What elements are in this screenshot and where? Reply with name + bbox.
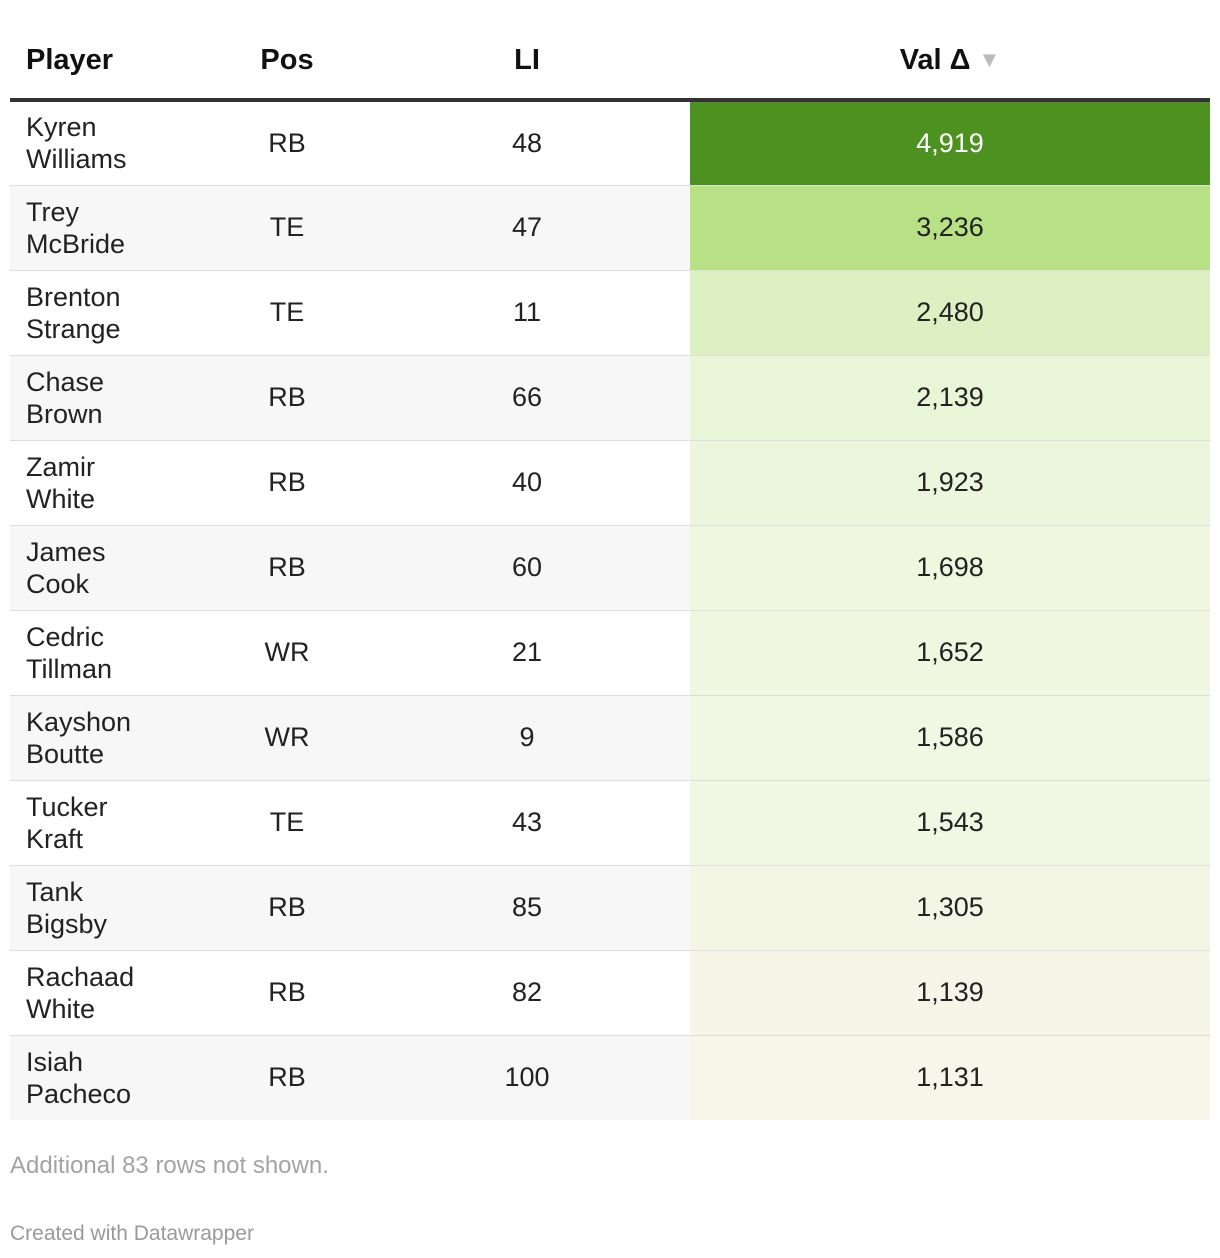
table-row: Rachaad White RB 82 1,139 bbox=[10, 950, 1210, 1036]
cell-val-delta: 2,139 bbox=[690, 355, 1210, 441]
cell-val-delta: 1,131 bbox=[690, 1035, 1210, 1120]
player-first-name: Brenton bbox=[26, 281, 121, 312]
cell-val-delta: 1,652 bbox=[690, 610, 1210, 696]
cell-li: 43 bbox=[364, 780, 690, 866]
datawrapper-table: Player Pos LI Val Δ ▼ Kyren Williams RB 48 4,… bbox=[10, 0, 1210, 1120]
column-header-player[interactable]: Player bbox=[10, 0, 210, 102]
cell-player: Chase Brown bbox=[10, 355, 210, 441]
datawrapper-credit: Created with Datawrapper bbox=[10, 1222, 254, 1245]
player-last-name: Pacheco bbox=[26, 1078, 132, 1109]
cell-val-delta: 1,139 bbox=[690, 950, 1210, 1036]
cell-li: 21 bbox=[364, 610, 690, 696]
player-last-name: Boutte bbox=[26, 738, 105, 769]
cell-pos: TE bbox=[210, 270, 364, 356]
cell-li: 85 bbox=[364, 865, 690, 951]
cell-player: Isiah Pacheco bbox=[10, 1035, 210, 1120]
cell-pos: RB bbox=[210, 1035, 364, 1120]
cell-player: Rachaad White bbox=[10, 950, 210, 1036]
cell-li: 47 bbox=[364, 185, 690, 271]
cell-val-delta: 2,480 bbox=[690, 270, 1210, 356]
table-row: Tank Bigsby RB 85 1,305 bbox=[10, 865, 1210, 951]
sort-descending-icon[interactable]: ▼ bbox=[978, 46, 1001, 72]
cell-val-delta: 1,543 bbox=[690, 780, 1210, 866]
table-row: Isiah Pacheco RB 100 1,131 bbox=[10, 1035, 1210, 1120]
cell-li: 48 bbox=[364, 100, 690, 186]
cell-player: Brenton Strange bbox=[10, 270, 210, 356]
table-body: Kyren Williams RB 48 4,919 Trey McBride TE 47 3,2… bbox=[10, 100, 1210, 1120]
cell-li: 82 bbox=[364, 950, 690, 1036]
table-row: Trey McBride TE 47 3,236 bbox=[10, 185, 1210, 271]
cell-li: 40 bbox=[364, 440, 690, 526]
player-first-name: Isiah bbox=[26, 1046, 84, 1077]
player-first-name: Kayshon bbox=[26, 706, 132, 737]
player-last-name: McBride bbox=[26, 228, 126, 259]
player-first-name: Chase bbox=[26, 366, 105, 397]
table-row: Kayshon Boutte WR 9 1,586 bbox=[10, 695, 1210, 781]
cell-pos: WR bbox=[210, 610, 364, 696]
cell-player: Cedric Tillman bbox=[10, 610, 210, 696]
table-row: Chase Brown RB 66 2,139 bbox=[10, 355, 1210, 441]
player-first-name: Kyren bbox=[26, 112, 97, 143]
cell-pos: TE bbox=[210, 185, 364, 271]
header-row: Player Pos LI Val Δ ▼ bbox=[10, 0, 1210, 102]
table-row: Kyren Williams RB 48 4,919 bbox=[10, 100, 1210, 186]
player-first-name: Zamir bbox=[26, 451, 95, 482]
player-last-name: Kraft bbox=[26, 823, 84, 854]
cell-player: Trey McBride bbox=[10, 185, 210, 271]
cell-player: James Cook bbox=[10, 525, 210, 611]
cell-player: Zamir White bbox=[10, 440, 210, 526]
player-last-name: Williams bbox=[26, 144, 127, 175]
player-last-name: White bbox=[26, 483, 96, 514]
player-last-name: White bbox=[26, 993, 96, 1024]
cell-li: 9 bbox=[364, 695, 690, 781]
cell-val-delta: 1,586 bbox=[690, 695, 1210, 781]
table-row: Cedric Tillman WR 21 1,652 bbox=[10, 610, 1210, 696]
cell-li: 11 bbox=[364, 270, 690, 356]
column-header-val-delta[interactable]: Val Δ ▼ bbox=[690, 0, 1210, 102]
players-table: Player Pos LI Val Δ ▼ Kyren Williams RB 48 4,… bbox=[10, 0, 1210, 1120]
cell-player: Tank Bigsby bbox=[10, 865, 210, 951]
cell-player: Kayshon Boutte bbox=[10, 695, 210, 781]
player-last-name: Tillman bbox=[26, 653, 113, 684]
cell-li: 66 bbox=[364, 355, 690, 441]
cell-li: 100 bbox=[364, 1035, 690, 1120]
cell-pos: RB bbox=[210, 525, 364, 611]
table-row: Zamir White RB 40 1,923 bbox=[10, 440, 1210, 526]
cell-val-delta: 4,919 bbox=[690, 100, 1210, 186]
cell-val-delta: 1,923 bbox=[690, 440, 1210, 526]
table-row: James Cook RB 60 1,698 bbox=[10, 525, 1210, 611]
cell-pos: RB bbox=[210, 100, 364, 186]
player-first-name: James bbox=[26, 536, 106, 567]
player-last-name: Brown bbox=[26, 398, 103, 429]
cell-pos: RB bbox=[210, 865, 364, 951]
column-header-li[interactable]: LI bbox=[364, 0, 690, 102]
player-last-name: Cook bbox=[26, 568, 90, 599]
cell-pos: RB bbox=[210, 950, 364, 1036]
column-header-val-delta-label: Val Δ bbox=[899, 43, 971, 76]
rows-not-shown-note: Additional 83 rows not shown. bbox=[10, 1152, 329, 1179]
cell-player: Kyren Williams bbox=[10, 100, 210, 186]
player-first-name: Tank bbox=[26, 876, 84, 907]
cell-val-delta: 1,305 bbox=[690, 865, 1210, 951]
player-first-name: Rachaad bbox=[26, 961, 135, 992]
player-last-name: Bigsby bbox=[26, 908, 108, 939]
cell-pos: TE bbox=[210, 780, 364, 866]
cell-li: 60 bbox=[364, 525, 690, 611]
table-row: Brenton Strange TE 11 2,480 bbox=[10, 270, 1210, 356]
cell-pos: RB bbox=[210, 355, 364, 441]
table-row: Tucker Kraft TE 43 1,543 bbox=[10, 780, 1210, 866]
player-first-name: Tucker bbox=[26, 791, 108, 822]
cell-player: Tucker Kraft bbox=[10, 780, 210, 866]
player-first-name: Cedric bbox=[26, 621, 105, 652]
cell-val-delta: 1,698 bbox=[690, 525, 1210, 611]
cell-pos: WR bbox=[210, 695, 364, 781]
cell-val-delta: 3,236 bbox=[690, 185, 1210, 271]
player-first-name: Trey bbox=[26, 196, 79, 227]
player-last-name: Strange bbox=[26, 313, 121, 344]
cell-pos: RB bbox=[210, 440, 364, 526]
column-header-pos[interactable]: Pos bbox=[210, 0, 364, 102]
